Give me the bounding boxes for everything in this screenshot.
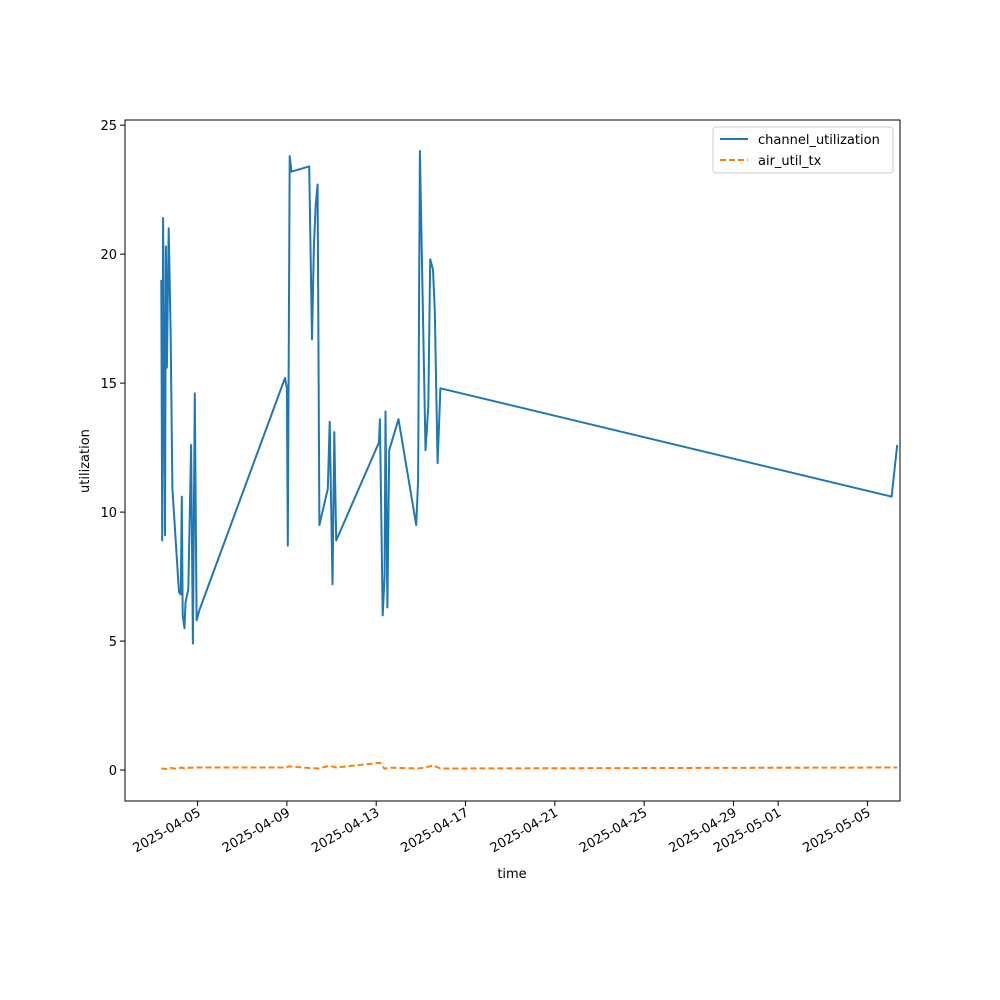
y-axis-label: utilization [78, 429, 93, 493]
y-tick-label: 20 [100, 248, 117, 263]
x-tick-label: 2025-04-17 [399, 805, 472, 856]
x-tick-label: 2025-04-25 [577, 805, 650, 856]
y-tick-label: 0 [109, 764, 117, 779]
legend-label-air-util-tx: air_util_tx [758, 154, 822, 169]
y-tick-label: 15 [100, 377, 117, 392]
y-tick-label: 25 [100, 119, 117, 134]
x-tick-label: 2025-04-21 [488, 805, 561, 856]
legend: channel_utilization air_util_tx [712, 126, 894, 174]
y-tick-label: 10 [100, 506, 117, 521]
x-tick-label: 2025-04-09 [220, 805, 293, 856]
y-tick-label: 5 [109, 635, 117, 650]
y-axis-ticks: 0 5 10 15 20 25 [100, 119, 125, 779]
series-line-channel-utilization [160, 150, 899, 645]
legend-label-channel-utilization: channel_utilization [758, 133, 880, 148]
plot-frame [124, 119, 901, 802]
legend-box [712, 126, 894, 174]
series-line-air-util-tx [161, 761, 898, 770]
x-axis-ticks: 2025-04-05 2025-04-09 2025-04-13 2025-04-17… [131, 801, 873, 856]
x-tick-label: 2025-05-05 [800, 805, 873, 856]
x-tick-label: 2025-04-05 [131, 805, 204, 856]
x-tick-label: 2025-04-13 [309, 805, 382, 856]
series-layer [160, 150, 899, 770]
x-axis-label: time [497, 867, 526, 882]
